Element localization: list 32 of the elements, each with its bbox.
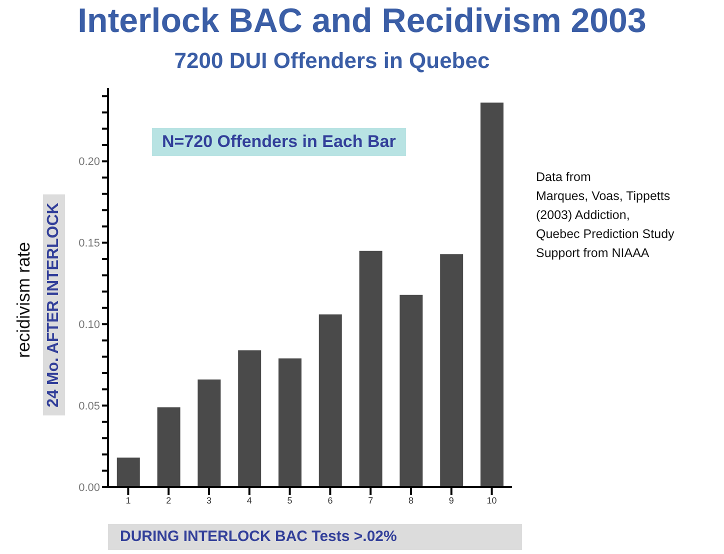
bar (278, 358, 302, 487)
x-tick-label: 2 (166, 495, 172, 506)
bar (238, 350, 262, 487)
x-tick-label: 9 (448, 495, 454, 506)
x-tick-label: 10 (486, 495, 497, 506)
chart-subtitle: 7200 DUI Offenders in Quebec (173, 48, 491, 74)
bar (318, 314, 342, 487)
x-tick-label: 1 (126, 495, 131, 506)
x-tick-label: 3 (206, 495, 212, 506)
chart-title: Interlock BAC and Recidivism 2003 (76, 2, 648, 41)
x-tick-label: 6 (328, 495, 333, 506)
x-tick-label: 5 (287, 495, 292, 506)
bar (359, 250, 382, 487)
x-tick-label: 8 (408, 495, 414, 506)
x-tick-label: 7 (368, 495, 374, 506)
y-tick-label: 0.15 (78, 238, 100, 250)
bar (480, 102, 504, 487)
text: Data from Marques, Voas, Tippetts (2003) Addiction, Quebec Prediction Study Support from NIAAA (536, 169, 674, 262)
bar (198, 380, 221, 487)
x-axis-title: DURING INTERLOCK BAC Tests >.02% (108, 524, 522, 550)
bar (400, 294, 423, 487)
bar (116, 458, 140, 487)
y-axis-title: recidivism rate (14, 242, 34, 358)
y-tick-label: 0.20 (78, 156, 100, 168)
y-tick-label: 0.05 (78, 400, 100, 412)
bar (157, 407, 180, 487)
bar (440, 254, 464, 487)
y-tick-label: 0.00 (78, 482, 100, 494)
y-tick-label: 0.10 (78, 319, 100, 332)
x-tick-label: 4 (246, 495, 252, 506)
text: 24 Mo. AFTER INTERLOCK (43, 194, 65, 416)
annotation: N=720 Offenders in Each Bar (152, 128, 406, 156)
